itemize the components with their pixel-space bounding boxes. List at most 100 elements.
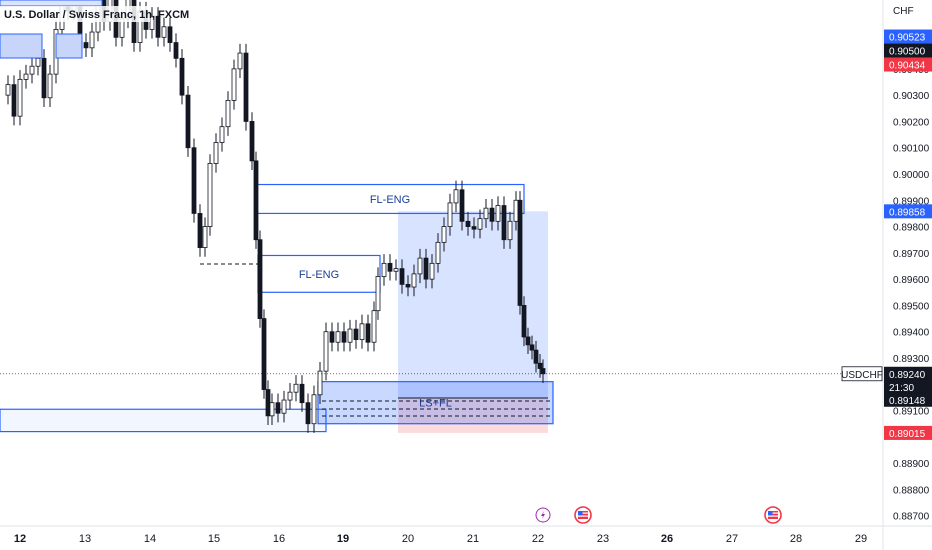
price-tick-label: 0.88900 — [893, 459, 930, 470]
price-tick-label: 0.89300 — [893, 354, 930, 365]
candle-body — [207, 163, 213, 227]
date-tick-label: 26 — [661, 533, 673, 545]
candle-body — [441, 226, 447, 243]
price-tick-label: 0.88700 — [893, 512, 930, 523]
zones[interactable]: FL-ENG FL-ENG LS+FL — [0, 183, 554, 433]
price-tick-label: 0.89900 — [893, 196, 930, 207]
candle-body — [537, 362, 543, 369]
candle-body — [471, 226, 477, 230]
position-tool[interactable] — [398, 211, 548, 433]
candle-body — [517, 199, 523, 306]
zone-label: FL-ENG — [299, 269, 339, 281]
price-tick-label: 0.89700 — [893, 249, 930, 260]
price-tag-text: 0.89240 — [889, 370, 926, 381]
candle-body — [483, 207, 489, 220]
date-tick-label: 19 — [337, 533, 349, 545]
candle-body — [477, 218, 483, 230]
candle-body — [507, 220, 513, 241]
candle-body — [269, 402, 275, 417]
candle-body — [257, 239, 263, 319]
price-tag — [884, 43, 932, 58]
candle-body — [265, 389, 271, 417]
candle-body — [23, 73, 29, 80]
price-tick-label: 0.89600 — [893, 275, 930, 286]
candle-body — [5, 84, 11, 96]
candle-body — [83, 42, 89, 49]
candle-body — [29, 65, 35, 75]
price-tag-text: 0.90434 — [889, 61, 926, 72]
date-tick-label: 29 — [855, 533, 867, 545]
candle-body — [341, 331, 347, 343]
price-tag-text: 0.90523 — [889, 33, 926, 44]
candle-body — [231, 68, 237, 101]
date-tick-label: 13 — [79, 533, 91, 545]
price-axis[interactable]: 0.904000.903000.902000.901000.900000.899… — [893, 65, 930, 523]
price-tag — [884, 379, 932, 394]
time-axis[interactable]: 12 13 14 15 16 19 20 21 22 23 26 27 28 29 — [14, 533, 867, 545]
candle-body — [197, 213, 203, 249]
candle-body — [447, 202, 453, 227]
annotation-lines — [200, 263, 550, 417]
candle-body — [281, 399, 287, 414]
candle-body — [533, 349, 539, 364]
candle-body — [253, 160, 259, 241]
candle-body — [155, 15, 161, 38]
candle-body — [243, 52, 249, 122]
candle-body — [529, 344, 535, 351]
event-icons[interactable] — [535, 506, 782, 524]
candle-body — [47, 73, 53, 99]
candle-body — [501, 205, 507, 241]
us-flag-icon[interactable] — [764, 506, 782, 524]
target-zone[interactable] — [398, 211, 548, 398]
date-tick-label: 14 — [144, 533, 156, 545]
date-tick-label: 27 — [726, 533, 738, 545]
zone-box-left[interactable] — [0, 408, 327, 433]
price-tick-label: 0.89100 — [893, 407, 930, 418]
price-tag-text: 0.89148 — [889, 396, 926, 407]
price-tag — [884, 425, 932, 440]
candle-body — [399, 268, 405, 285]
candle-body — [11, 84, 17, 117]
date-tick-label: 20 — [402, 533, 414, 545]
price-tags: 0.90523 0.90500 0.90434 0.89858 0.89240 21:30… — [884, 29, 932, 440]
candle-body — [393, 268, 399, 272]
price-tick-label: 0.90100 — [893, 144, 930, 155]
price-tick-label: 0.90300 — [893, 91, 930, 102]
price-tick-label: 0.88800 — [893, 485, 930, 496]
candle-body — [329, 331, 335, 343]
stop-zone[interactable] — [398, 397, 548, 433]
candle-body — [465, 220, 471, 227]
zone-box[interactable] — [317, 381, 554, 425]
date-tick-label: 12 — [14, 533, 26, 545]
candle-body — [353, 328, 359, 341]
candle-body — [347, 328, 353, 343]
price-tick-label: 0.89400 — [893, 328, 930, 339]
candle-body — [287, 391, 293, 401]
candle-body — [191, 147, 197, 214]
zone-label: FL-ENG — [370, 194, 410, 206]
lightning-icon[interactable] — [535, 507, 551, 523]
candle-body — [299, 383, 305, 404]
date-tick-label: 22 — [532, 533, 544, 545]
price-tick-label: 0.89800 — [893, 223, 930, 234]
date-tick-label: 28 — [790, 533, 802, 545]
candle-body — [371, 310, 377, 343]
candle-body — [417, 257, 423, 275]
price-tag — [884, 204, 932, 219]
candle-body — [275, 402, 281, 414]
candle-body — [249, 121, 255, 162]
candle-body — [161, 26, 167, 38]
price-tick-label: 0.90200 — [893, 117, 930, 128]
price-tick-label: 0.89500 — [893, 301, 930, 312]
price-tick-label: 0.90000 — [893, 170, 930, 181]
us-flag-icon[interactable] — [574, 506, 592, 524]
candle-body — [41, 57, 47, 99]
title-bar: U.S. Dollar / Swiss Franc, 1h, FXCM — [0, 0, 189, 59]
candle-body — [423, 257, 429, 280]
candle-body — [381, 262, 387, 277]
date-tick-label: 16 — [273, 533, 285, 545]
date-tick-label: 15 — [208, 533, 220, 545]
candle-body — [167, 26, 173, 43]
price-tag — [884, 366, 932, 381]
